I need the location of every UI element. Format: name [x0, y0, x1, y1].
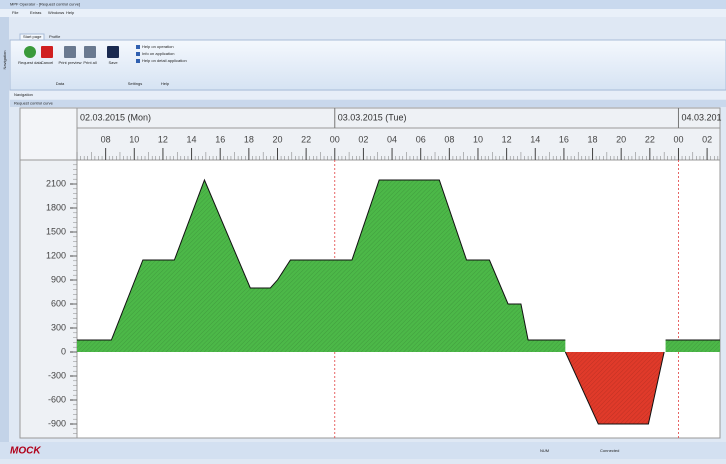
ribbon-tab[interactable] [19, 33, 45, 41]
x-tick-label: 08 [444, 134, 454, 144]
y-axis-panel [19, 159, 78, 439]
window-title: MPF Operator - [Request control curve] [10, 2, 80, 7]
help-icon[interactable] [136, 45, 140, 49]
x-tick-label: 22 [645, 134, 655, 144]
x-tick-label: 12 [158, 134, 168, 144]
ribbon-tab-label[interactable]: Start page [23, 34, 42, 39]
ribbon-button-label[interactable]: Print all [83, 60, 96, 65]
y-tick-label: -900 [48, 418, 66, 428]
ribbon-button-label[interactable]: Print preview [58, 60, 81, 65]
title-bar [0, 0, 726, 9]
help-icon[interactable] [136, 59, 140, 63]
y-tick-label: -300 [48, 370, 66, 380]
status-conn: Connected [600, 448, 619, 453]
ribbon-button-icon[interactable] [41, 46, 53, 58]
date-label: 02.03.2015 (Mon) [80, 112, 151, 122]
ribbon-button-icon[interactable] [107, 46, 119, 58]
nav-strip [10, 91, 726, 99]
sidebar [0, 17, 9, 442]
x-tick-label: 04 [387, 134, 397, 144]
ribbon-button-label[interactable]: Request data [18, 60, 43, 65]
x-tick-label: 06 [416, 134, 426, 144]
area-outline [564, 351, 665, 425]
nav-label[interactable]: Navigation [14, 92, 33, 97]
date-label: 04.03.201 [681, 112, 721, 122]
ribbon-group-label: Settings [128, 81, 142, 86]
menu-item[interactable]: Windows [48, 10, 64, 15]
x-tick-label: 12 [502, 134, 512, 144]
area-outline [77, 178, 720, 341]
date-label: 03.03.2015 (Tue) [338, 112, 407, 122]
status-num: NUM [540, 448, 549, 453]
x-tick-label: 02 [358, 134, 368, 144]
time-header [19, 107, 721, 161]
panel-title: Request control curve [14, 101, 54, 106]
area-hatch [77, 180, 720, 352]
y-tick-label: 0 [61, 346, 66, 356]
ribbon-button-icon[interactable] [84, 46, 96, 58]
logo: MOCK [10, 446, 41, 457]
x-tick-label: 18 [588, 134, 598, 144]
x-tick-label: 10 [473, 134, 483, 144]
x-tick-label: 18 [244, 134, 254, 144]
y-tick-label: 1500 [46, 226, 66, 236]
ribbon-button-icon[interactable] [64, 46, 76, 58]
x-tick-label: 14 [530, 134, 540, 144]
ribbon-group-label: Help [161, 81, 170, 86]
x-tick-label: 10 [129, 134, 139, 144]
y-tick-label: 1800 [46, 202, 66, 212]
help-item[interactable]: Help on operation [142, 44, 174, 49]
corner-box [19, 107, 78, 161]
menu-bar [0, 9, 726, 17]
ribbon-button-icon[interactable] [24, 46, 36, 58]
ribbon [9, 39, 726, 91]
help-icon[interactable] [136, 52, 140, 56]
x-tick-label: 22 [301, 134, 311, 144]
menu-item[interactable]: File [12, 10, 19, 15]
y-tick-label: -600 [48, 394, 66, 404]
ribbon-tab-label[interactable]: Profile [49, 34, 61, 39]
x-tick-label: 00 [330, 134, 340, 144]
panel-title-bar [10, 100, 726, 107]
sidebar-label: Navigation [2, 51, 7, 70]
menu-item[interactable]: Help [66, 10, 75, 15]
x-tick-label: 16 [559, 134, 569, 144]
x-tick-label: 20 [616, 134, 626, 144]
y-tick-label: 300 [51, 322, 66, 332]
menu-item[interactable]: Extras [30, 10, 41, 15]
x-tick-label: 14 [187, 134, 197, 144]
ribbon-group-label: Data [56, 81, 65, 86]
ribbon-button-label[interactable]: Save [108, 60, 118, 65]
x-tick-label: 16 [215, 134, 225, 144]
status-bar [0, 442, 726, 459]
help-item[interactable]: Help on detail application [142, 58, 187, 63]
y-tick-label: 1200 [46, 250, 66, 260]
help-item[interactable]: Info on application [142, 51, 174, 56]
y-tick-label: 900 [51, 274, 66, 284]
x-tick-label: 08 [101, 134, 111, 144]
ribbon-button-label[interactable]: Cancel [41, 60, 54, 65]
y-tick-label: 2100 [46, 178, 66, 188]
x-tick-label: 20 [272, 134, 282, 144]
x-tick-label: 02 [702, 134, 712, 144]
x-tick-label: 00 [673, 134, 683, 144]
y-tick-label: 600 [51, 298, 66, 308]
